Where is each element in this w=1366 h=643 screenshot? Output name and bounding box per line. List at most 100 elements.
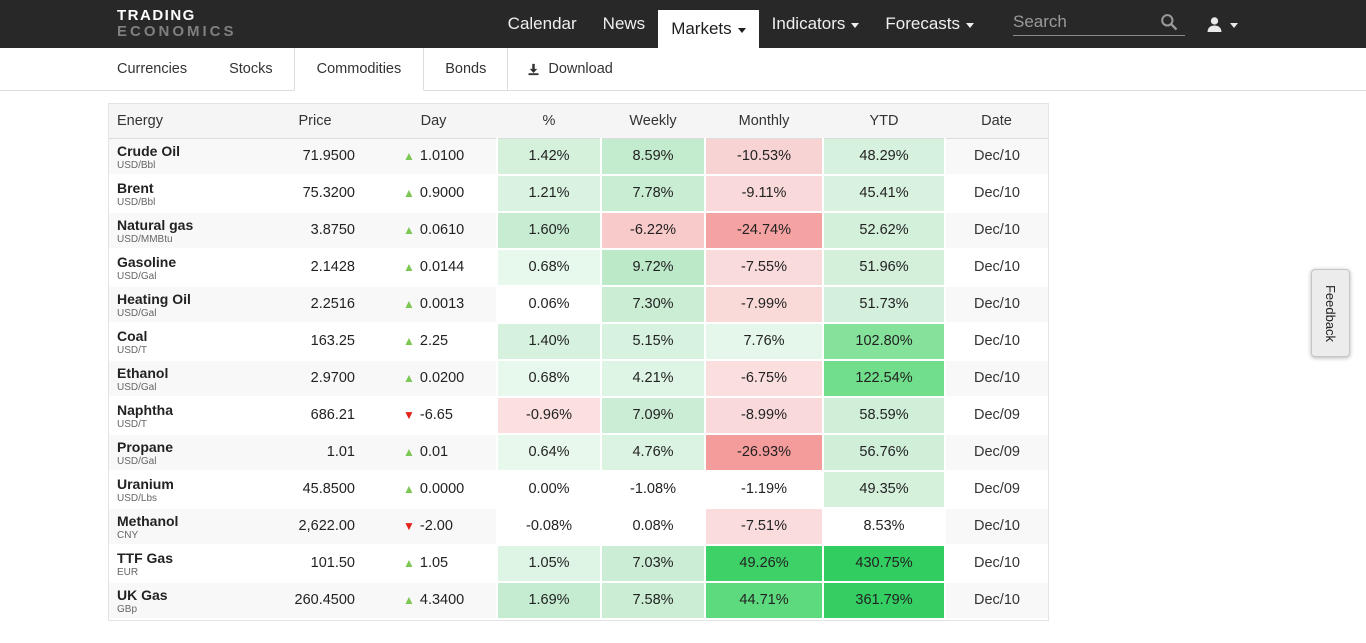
percent-monthly-cell: -8.99% — [704, 397, 823, 435]
day-change-value: 0.0144 — [419, 259, 465, 275]
percent-monthly-cell: -7.55% — [704, 249, 823, 287]
percent-monthly-cell: 49.26% — [704, 545, 823, 583]
header-date[interactable]: Date — [945, 104, 1048, 139]
commodity-cell[interactable]: Gasoline USD/Gal — [109, 249, 260, 287]
tab-label: Stocks — [229, 61, 273, 77]
commodity-name[interactable]: Brent — [117, 180, 154, 196]
percent-monthly-cell: -1.19% — [704, 471, 823, 509]
day-change-cell: ▼ -6.65 — [370, 397, 497, 435]
percent-monthly-cell: 7.76% — [704, 323, 823, 361]
day-change-value: 0.9000 — [419, 185, 465, 201]
commodity-cell[interactable]: Ethanol USD/Gal — [109, 360, 260, 398]
percent-weekly-cell: 7.09% — [600, 397, 705, 435]
percent-monthly-cell: -10.53% — [704, 138, 823, 176]
commodity-cell[interactable]: UK Gas GBp — [109, 582, 260, 620]
markets-tabbar: Currencies Stocks Commodities Bonds Down… — [0, 48, 1366, 91]
percent-day-cell: 0.68% — [496, 360, 601, 398]
date-cell: Dec/10 — [944, 582, 1048, 620]
commodity-cell[interactable]: Methanol CNY — [109, 508, 260, 546]
commodity-name[interactable]: Propane — [117, 439, 174, 455]
percent-day-cell: 0.06% — [496, 286, 601, 324]
header-energy[interactable]: Energy — [109, 104, 260, 139]
commodity-name[interactable]: Natural gas — [117, 217, 194, 233]
day-change-cell: ▲ 1.05 — [370, 545, 497, 583]
nav-item-calendar[interactable]: Calendar — [495, 0, 590, 48]
header-day[interactable]: Day — [370, 104, 497, 139]
commodity-cell[interactable]: Crude Oil USD/Bbl — [109, 138, 260, 176]
site-logo[interactable]: TRADING ECONOMICS — [117, 8, 237, 40]
nav-item-indicators[interactable]: Indicators — [759, 0, 873, 48]
date-cell: Dec/10 — [944, 212, 1048, 250]
percent-ytd-cell: 122.54% — [822, 360, 945, 398]
header-monthly[interactable]: Monthly — [705, 104, 823, 139]
commodity-unit: USD/Bbl — [117, 159, 156, 171]
commodity-name[interactable]: Methanol — [117, 513, 179, 529]
download-button[interactable]: Download — [507, 48, 631, 90]
nav-item-news[interactable]: News — [590, 0, 659, 48]
day-change-value: 1.05 — [419, 555, 449, 571]
search-icon[interactable] — [1159, 12, 1179, 32]
commodity-cell[interactable]: Heating Oil USD/Gal — [109, 286, 260, 324]
user-icon — [1207, 16, 1222, 32]
commodity-name[interactable]: Uranium — [117, 476, 174, 492]
commodity-name[interactable]: Gasoline — [117, 254, 177, 270]
commodity-cell[interactable]: Propane USD/Gal — [109, 434, 260, 472]
percent-weekly-cell: 9.72% — [600, 249, 705, 287]
commodity-name[interactable]: Naphtha — [117, 402, 173, 418]
header-weekly[interactable]: Weekly — [601, 104, 705, 139]
date-cell: Dec/10 — [944, 138, 1048, 176]
download-icon — [528, 63, 539, 75]
nav-item-forecasts[interactable]: Forecasts — [872, 0, 987, 48]
day-change-cell: ▲ 0.0144 — [370, 249, 497, 287]
commodity-cell[interactable]: Naphtha USD/T — [109, 397, 260, 435]
tab-label: Commodities — [316, 61, 402, 77]
header-ytd[interactable]: YTD — [823, 104, 945, 139]
table-row: Ethanol USD/Gal 2.9700 ▲ 0.0200 0.68% 4.21% -6.… — [109, 360, 1048, 398]
percent-day-cell: 1.05% — [496, 545, 601, 583]
day-change-cell: ▲ 0.0610 — [370, 212, 497, 250]
date-cell: Dec/10 — [944, 249, 1048, 287]
commodity-name[interactable]: TTF Gas — [117, 550, 174, 566]
tab-label: Bonds — [445, 61, 487, 77]
header-percent[interactable]: % — [497, 104, 601, 139]
percent-day-cell: 0.00% — [496, 471, 601, 509]
day-change-value: 0.01 — [419, 444, 449, 460]
percent-monthly-cell: -7.51% — [704, 508, 823, 546]
nav-label: Calendar — [507, 14, 577, 33]
table-row: Methanol CNY 2,622.00 ▼ -2.00 -0.08% 0.08% -7.5… — [109, 508, 1048, 546]
price-cell: 2,622.00 — [260, 508, 370, 546]
chevron-down-icon — [966, 22, 974, 28]
price-cell: 45.8500 — [260, 471, 370, 509]
day-change-value: -6.65 — [419, 407, 453, 423]
day-change-value: 4.3400 — [419, 592, 465, 608]
commodity-name[interactable]: Ethanol — [117, 365, 169, 381]
day-change-value: 0.0200 — [419, 370, 465, 386]
commodity-cell[interactable]: Brent USD/Bbl — [109, 175, 260, 213]
user-account-menu[interactable] — [1199, 15, 1244, 34]
date-cell: Dec/10 — [944, 175, 1048, 213]
commodity-name[interactable]: Coal — [117, 328, 148, 344]
commodity-cell[interactable]: Natural gas USD/MMBtu — [109, 212, 260, 250]
tab-stocks[interactable]: Stocks — [208, 48, 294, 90]
tab-commodities[interactable]: Commodities — [293, 48, 425, 91]
commodity-name[interactable]: Heating Oil — [117, 291, 191, 307]
commodity-cell[interactable]: Coal USD/T — [109, 323, 260, 361]
commodity-cell[interactable]: Uranium USD/Lbs — [109, 471, 260, 509]
percent-monthly-cell: -9.11% — [704, 175, 823, 213]
commodity-name[interactable]: Crude Oil — [117, 142, 181, 159]
price-cell: 686.21 — [260, 397, 370, 435]
search-input[interactable] — [1013, 12, 1159, 32]
table-row: Coal USD/T 163.25 ▲ 2.25 1.40% 5.15% 7.76% 102.8… — [109, 323, 1048, 361]
feedback-label: Feedback — [1323, 284, 1338, 342]
percent-day-cell: 1.69% — [496, 582, 601, 620]
commodity-name[interactable]: UK Gas — [117, 587, 168, 603]
tab-bonds[interactable]: Bonds — [424, 48, 507, 90]
feedback-button[interactable]: Feedback — [1311, 269, 1350, 357]
header-price[interactable]: Price — [260, 104, 370, 139]
commodity-cell[interactable]: TTF Gas EUR — [109, 545, 260, 583]
table-row: Natural gas USD/MMBtu 3.8750 ▲ 0.0610 1.60% -6… — [109, 212, 1048, 250]
nav-item-markets[interactable]: Markets — [658, 10, 759, 48]
search-box[interactable] — [1013, 12, 1185, 36]
percent-weekly-cell: 7.58% — [600, 582, 705, 620]
tab-currencies[interactable]: Currencies — [117, 48, 208, 90]
